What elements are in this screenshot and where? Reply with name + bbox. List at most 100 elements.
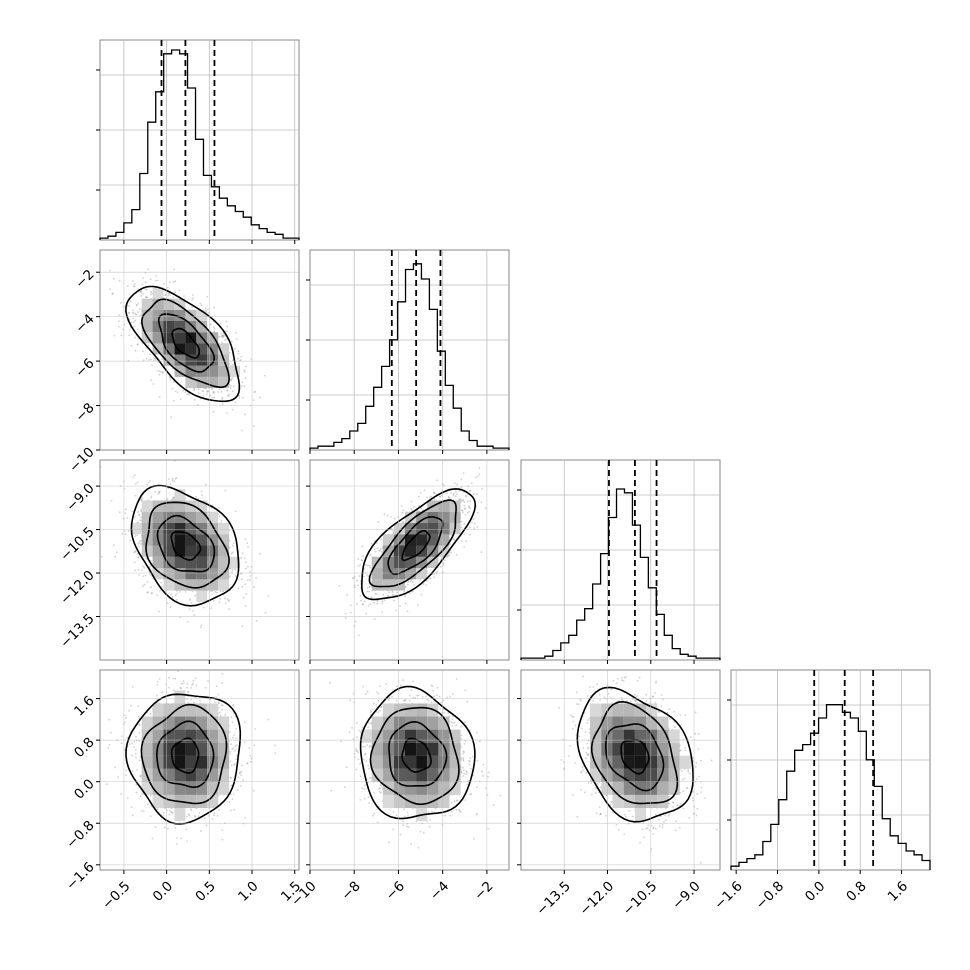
sample-point [144,288,147,290]
sample-point [131,814,134,816]
sample-point [142,359,145,362]
density-cell [196,579,208,591]
sample-point [160,371,163,373]
sample-point [234,348,236,350]
sample-point [401,511,404,514]
sample-point [200,624,203,627]
sample-point [172,281,175,284]
contour-level-1 [156,514,216,573]
density-cell [174,556,186,569]
sample-point [367,575,370,578]
sample-point [146,581,149,583]
sample-point [228,600,230,602]
sample-point [346,593,348,596]
sample-point [140,569,143,571]
sample-point [399,605,401,607]
density-cell [207,376,219,389]
sample-point [132,321,135,324]
sample-point [139,519,141,522]
sample-point [373,548,376,551]
sample-point [413,584,415,586]
sample-point [204,483,207,486]
sample-point [173,381,175,383]
sample-point [162,815,165,817]
sample-point [137,521,140,524]
sample-point [454,495,457,498]
density-cell [174,489,186,501]
sample-point [453,482,456,484]
sample-point [468,505,470,508]
sample-point [157,493,160,495]
sample-point [238,396,241,399]
density-cell [382,534,394,546]
sample-point [189,598,192,600]
sample-point [169,376,172,379]
sample-point [182,389,184,392]
sample-point [134,494,137,497]
sample-point [193,389,196,392]
sample-point [212,410,215,413]
sample-point [463,522,466,525]
sample-point [188,599,191,602]
density-cell [185,309,197,321]
sample-point [186,686,189,689]
sample-point [450,551,452,554]
density-cell [207,523,219,535]
density-cell [174,511,186,523]
density-cell [152,287,164,299]
sample-point [236,357,239,360]
sample-point [241,429,243,432]
sample-point [462,472,465,474]
sample-point [130,705,133,707]
sample-point [455,553,458,556]
marginal-panel-p2 [517,459,721,664]
sample-point [124,512,127,514]
contour-level-2 [141,298,230,389]
sample-point [387,594,389,597]
density-cell [382,568,394,580]
sample-point [138,574,141,576]
sample-point [206,393,208,395]
sample-point [243,385,246,388]
sample-point [213,391,215,394]
contour-level-2 [145,501,230,589]
sample-point [238,395,241,397]
sample-point [429,577,432,580]
density-cell [185,376,197,389]
sample-point [477,511,479,514]
sample-point [212,391,215,393]
sample-point [151,592,154,594]
sample-point [135,304,138,306]
sample-point [240,556,243,559]
density-cell [218,534,230,546]
sample-point [140,516,143,519]
density-cell [405,545,417,557]
sample-point [381,611,383,614]
sample-point [452,494,455,497]
sample-point [169,378,172,381]
sample-point [212,391,215,394]
marginal-panel-p0 [96,39,300,244]
sample-point [470,482,473,485]
sample-point [213,330,216,332]
sample-point [202,606,205,609]
marginal-panel-p3 [727,669,931,874]
sample-point [127,529,130,532]
density-cell [438,500,450,512]
sample-point [473,493,475,496]
sample-point [138,307,141,310]
density-cell [174,523,186,535]
sample-point [439,565,442,568]
density-cell [405,523,417,535]
sample-point [192,679,195,682]
sample-point [426,496,429,499]
panel-frame [99,39,300,241]
sample-point [240,356,243,358]
sample-point [244,413,247,416]
sample-point [119,302,122,304]
density-cell [163,309,175,321]
sample-point [132,317,134,320]
sample-point [366,587,369,589]
sample-point [149,565,152,568]
sample-point [124,533,127,536]
